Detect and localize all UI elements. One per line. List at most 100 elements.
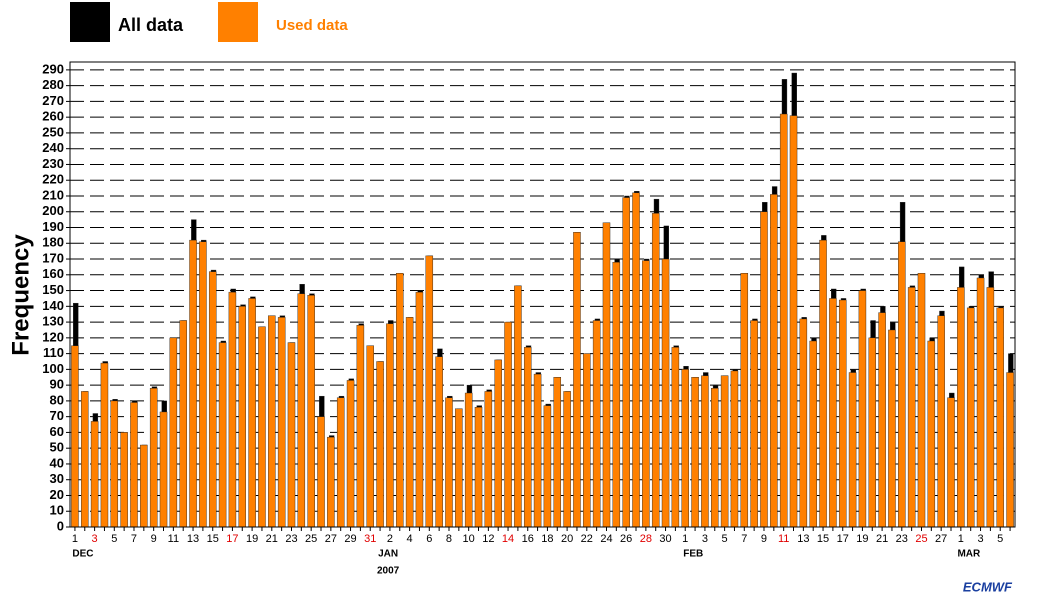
bar — [494, 359, 502, 528]
bar — [189, 239, 197, 528]
y-tick-label: 90 — [50, 377, 64, 392]
x-tick-label: 25 — [305, 533, 317, 545]
bar — [140, 444, 148, 528]
x-tick-label: 14 — [502, 533, 514, 545]
x-tick-label: 23 — [285, 533, 297, 545]
bar — [632, 192, 640, 528]
month-label: DEC — [72, 549, 93, 560]
x-tick-label: 20 — [561, 533, 573, 545]
bar — [159, 411, 168, 528]
x-tick-label: 16 — [522, 533, 534, 545]
x-tick-label: 6 — [426, 533, 432, 545]
bar — [957, 287, 965, 528]
x-tick-label: 3 — [702, 533, 708, 545]
y-tick-label: 250 — [42, 124, 64, 139]
bar — [287, 342, 296, 528]
bar — [740, 273, 749, 528]
bar — [829, 298, 837, 528]
x-tick-label: 10 — [463, 533, 475, 545]
y-tick-label: 270 — [42, 93, 64, 108]
x-tick-label: 13 — [187, 533, 199, 545]
x-tick-label: 27 — [935, 533, 947, 545]
bar — [789, 115, 798, 528]
bar — [848, 372, 857, 528]
y-tick-label: 280 — [42, 77, 64, 92]
bar — [799, 318, 808, 528]
bar — [238, 306, 247, 528]
bar — [179, 320, 187, 528]
bar — [976, 277, 985, 528]
bar — [573, 232, 581, 528]
bar — [317, 416, 325, 528]
bar — [90, 421, 99, 528]
bar — [130, 402, 138, 528]
bar — [396, 273, 404, 528]
bar — [917, 273, 926, 528]
x-tick-label: 5 — [722, 533, 728, 545]
x-tick-label: 3 — [977, 533, 983, 545]
y-tick-label: 210 — [42, 187, 64, 202]
y-axis-label: Frequency — [7, 234, 34, 356]
bar — [927, 340, 936, 528]
x-tick-label: 3 — [92, 533, 98, 545]
bar — [809, 340, 817, 528]
x-tick-label: 19 — [856, 533, 868, 545]
bar — [455, 408, 463, 528]
bar — [691, 377, 699, 528]
y-tick-label: 100 — [42, 361, 64, 376]
plot-frame — [69, 61, 1016, 528]
bar — [888, 329, 896, 528]
x-tick-label: 12 — [482, 533, 494, 545]
bar — [228, 291, 237, 528]
x-tick-label: 18 — [541, 533, 553, 545]
y-tick-label: 20 — [50, 487, 64, 502]
bar — [169, 337, 178, 528]
bar — [248, 298, 256, 528]
bar — [996, 307, 1004, 528]
bar — [149, 388, 158, 528]
y-tick-label: 290 — [42, 61, 64, 76]
bar — [966, 307, 975, 528]
x-tick-label: 29 — [344, 533, 356, 545]
x-tick-label: 25 — [915, 533, 927, 545]
bar — [327, 436, 335, 528]
bar — [514, 285, 522, 528]
x-tick-label: 15 — [207, 533, 219, 545]
x-tick-label: 9 — [151, 533, 157, 545]
bar — [651, 213, 660, 528]
x-tick-label: 1 — [958, 533, 964, 545]
bar — [592, 320, 601, 528]
bar — [563, 391, 571, 528]
x-tick-label: 7 — [131, 533, 137, 545]
x-tick-label: 15 — [817, 533, 829, 545]
bar — [986, 287, 995, 528]
legend-swatch — [70, 2, 110, 42]
x-tick-label: 24 — [600, 533, 612, 545]
bar — [583, 353, 591, 528]
y-tick-label: 260 — [42, 109, 64, 124]
x-tick-label: 31 — [364, 533, 376, 545]
month-label: FEB — [683, 549, 703, 560]
x-tick-label: 26 — [620, 533, 632, 545]
bar — [642, 260, 650, 528]
bar — [504, 321, 512, 528]
bar — [730, 370, 739, 528]
bar — [937, 315, 945, 528]
bar — [770, 194, 778, 528]
x-tick-label: 17 — [226, 533, 238, 545]
bar — [386, 323, 394, 528]
bar — [336, 397, 345, 528]
bar — [218, 342, 227, 528]
bar — [484, 391, 493, 528]
bar — [81, 391, 89, 528]
bar — [750, 320, 758, 528]
bar — [1006, 372, 1014, 528]
y-tick-label: 200 — [42, 203, 64, 218]
x-tick-label: 27 — [325, 533, 337, 545]
bar — [258, 326, 266, 528]
x-tick-label: 17 — [837, 533, 849, 545]
x-tick-label: 22 — [581, 533, 593, 545]
bar — [405, 317, 414, 528]
bar — [947, 397, 955, 528]
